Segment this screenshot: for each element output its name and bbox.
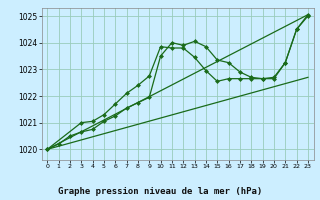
Text: Graphe pression niveau de la mer (hPa): Graphe pression niveau de la mer (hPa) [58, 187, 262, 196]
